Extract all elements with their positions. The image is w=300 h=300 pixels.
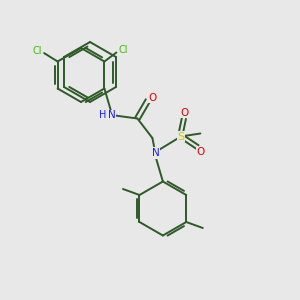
Text: O: O [148,92,157,103]
Text: Cl: Cl [32,46,42,56]
Text: Cl: Cl [118,45,128,55]
Text: S: S [177,131,184,142]
Text: O: O [197,147,205,157]
Text: N: N [152,148,159,158]
Text: H: H [99,110,106,121]
Text: N: N [108,110,116,121]
Text: O: O [180,107,189,118]
